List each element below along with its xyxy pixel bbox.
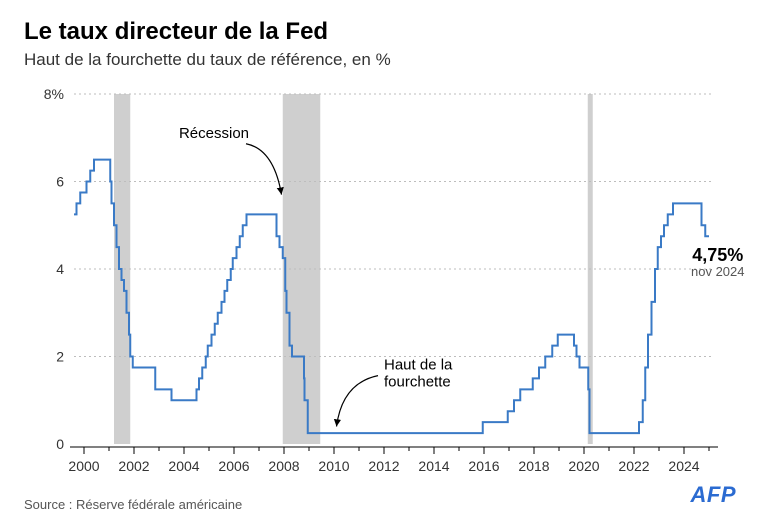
svg-text:2002: 2002 <box>118 458 149 474</box>
svg-text:2: 2 <box>56 349 64 365</box>
svg-text:Récession: Récession <box>179 125 249 142</box>
svg-text:8%: 8% <box>44 86 64 102</box>
svg-text:4,75%: 4,75% <box>692 245 743 265</box>
svg-text:fourchette: fourchette <box>384 374 451 391</box>
svg-text:2020: 2020 <box>568 458 599 474</box>
chart-title: Le taux directeur de la Fed <box>24 18 736 46</box>
svg-text:6: 6 <box>56 174 64 190</box>
agency-logo: AFP <box>691 482 737 508</box>
chart-svg: 0 2 4 6 8% 2000 2002 2004 2006 2008 2010 2012 2014 20… <box>24 84 760 482</box>
svg-text:2018: 2018 <box>518 458 549 474</box>
svg-text:2012: 2012 <box>368 458 399 474</box>
svg-text:2000: 2000 <box>68 458 99 474</box>
source-line: Source : Réserve fédérale américaine <box>24 497 736 512</box>
chart-subtitle: Haut de la fourchette du taux de référen… <box>24 50 736 70</box>
svg-text:2004: 2004 <box>168 458 199 474</box>
svg-text:2016: 2016 <box>468 458 499 474</box>
svg-text:0: 0 <box>56 436 64 452</box>
svg-text:2022: 2022 <box>618 458 649 474</box>
svg-text:2006: 2006 <box>218 458 249 474</box>
svg-text:Haut de la: Haut de la <box>384 357 453 374</box>
svg-text:2008: 2008 <box>268 458 299 474</box>
svg-text:4: 4 <box>56 261 64 277</box>
chart-area: 0 2 4 6 8% 2000 2002 2004 2006 2008 2010 2012 2014 20… <box>24 84 736 487</box>
svg-text:2024: 2024 <box>668 458 699 474</box>
svg-text:2010: 2010 <box>318 458 349 474</box>
svg-text:nov 2024: nov 2024 <box>691 264 745 279</box>
svg-text:2014: 2014 <box>418 458 449 474</box>
